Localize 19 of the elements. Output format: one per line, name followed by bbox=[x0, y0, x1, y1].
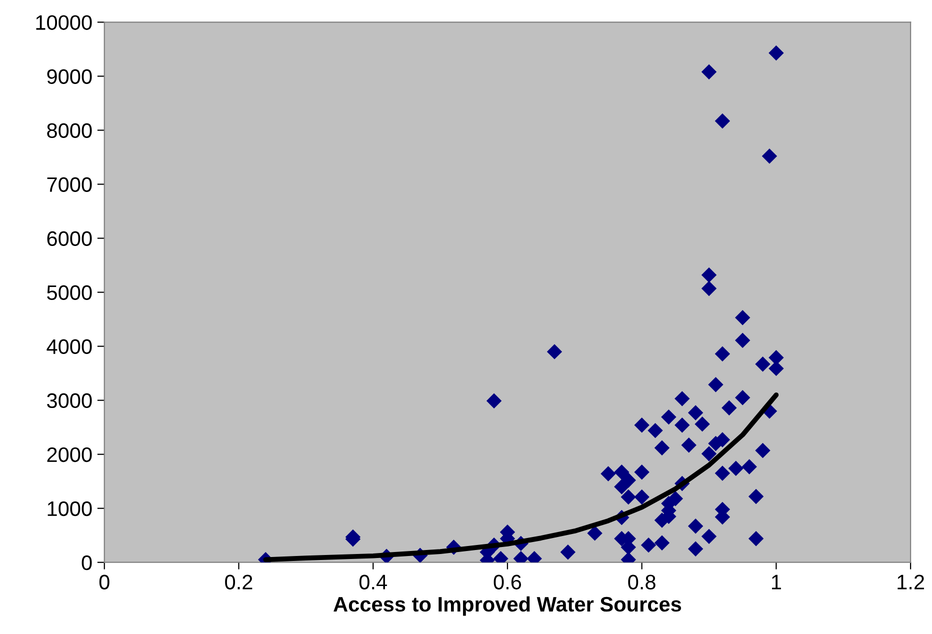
x-tick-label: 0 bbox=[99, 574, 110, 590]
x-tick-label: 0.6 bbox=[494, 574, 522, 590]
y-tick-label: 4000 bbox=[46, 339, 92, 354]
x-tick-label: 0.4 bbox=[359, 574, 387, 590]
x-tick-label: 1 bbox=[772, 574, 781, 590]
x-tick-label: 1.2 bbox=[898, 574, 924, 590]
y-tick-label: 5000 bbox=[47, 285, 92, 300]
y-tick-label: 8000 bbox=[47, 123, 92, 138]
y-tick-label: 7000 bbox=[47, 177, 92, 192]
y-tick-label: 2000 bbox=[47, 447, 92, 462]
x-axis-title: Access to Improved Water Sources bbox=[334, 596, 682, 616]
y-tick-label: 6000 bbox=[47, 231, 92, 246]
x-tick-label: 0.8 bbox=[628, 574, 656, 590]
y-tick-label: 9000 bbox=[47, 69, 92, 84]
y-tick-label: 0 bbox=[82, 555, 92, 570]
y-tick-label: 10000 bbox=[36, 15, 92, 30]
y-tick-label: 1000 bbox=[48, 501, 92, 516]
y-tick-label: 3000 bbox=[47, 393, 92, 408]
x-tick-label: 0.2 bbox=[225, 574, 252, 590]
